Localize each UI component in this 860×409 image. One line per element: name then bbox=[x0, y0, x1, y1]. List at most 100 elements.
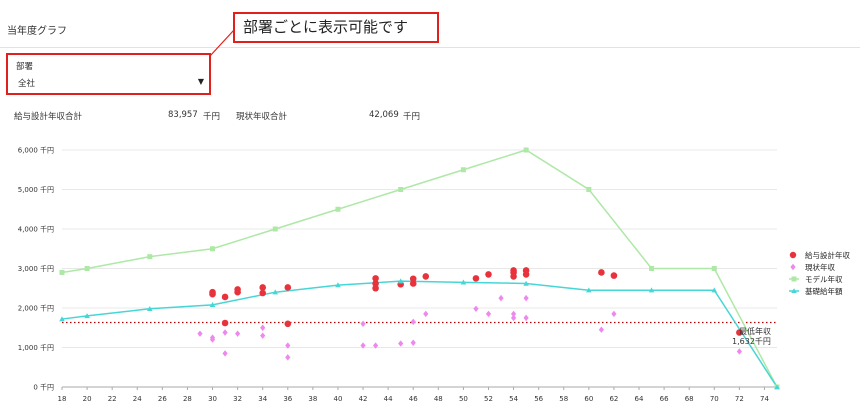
x-tick-label: 74 bbox=[760, 395, 769, 403]
x-tick-label: 72 bbox=[735, 395, 744, 403]
legend-label: 現状年収 bbox=[805, 262, 835, 272]
current-total-label: 現状年収合計 bbox=[236, 112, 288, 122]
current-salary-point bbox=[410, 339, 416, 346]
min-salary-value: 1,632千円 bbox=[732, 336, 771, 346]
base-salary-point bbox=[774, 384, 780, 390]
model-salary-point bbox=[272, 226, 278, 232]
base-salary-point bbox=[209, 302, 216, 308]
legend-marker-icon bbox=[789, 286, 803, 296]
base-salary-point bbox=[59, 316, 65, 322]
design-salary-point bbox=[510, 267, 517, 274]
base-salary-point bbox=[586, 287, 592, 293]
x-tick-label: 30 bbox=[208, 395, 217, 403]
base-salary-point bbox=[523, 280, 529, 286]
y-tick-label: 2,000 千円 bbox=[18, 304, 54, 313]
current-salary-point bbox=[360, 342, 366, 349]
x-tick-label: 28 bbox=[183, 395, 192, 403]
current-total-value: 42,069 bbox=[369, 110, 399, 120]
x-tick-label: 68 bbox=[685, 395, 694, 403]
legend-marker-icon bbox=[789, 262, 803, 272]
department-select[interactable]: 全社 ▼ bbox=[16, 77, 204, 91]
y-tick-label: 4,000 千円 bbox=[18, 225, 54, 234]
design-salary-point bbox=[209, 288, 216, 296]
y-tick-label: 1,000 千円 bbox=[18, 343, 54, 352]
design-salary-point bbox=[221, 319, 229, 327]
current-salary-point bbox=[222, 350, 228, 357]
current-salary-point bbox=[598, 326, 604, 333]
design-salary-point bbox=[372, 275, 379, 282]
design-salary-point bbox=[610, 272, 618, 279]
x-tick-label: 44 bbox=[384, 395, 393, 403]
design-salary-point bbox=[598, 269, 605, 276]
model-salary-point bbox=[59, 269, 65, 275]
x-tick-label: 54 bbox=[509, 395, 518, 403]
x-tick-label: 32 bbox=[233, 395, 242, 403]
x-tick-label: 18 bbox=[58, 395, 67, 403]
y-tick-label: 6,000 千円 bbox=[18, 146, 54, 155]
department-selected-value: 全社 bbox=[18, 79, 36, 89]
current-salary-point bbox=[473, 305, 479, 312]
current-salary-point bbox=[235, 330, 241, 337]
current-salary-point bbox=[260, 332, 266, 339]
current-salary-point bbox=[209, 336, 216, 343]
x-tick-label: 50 bbox=[459, 395, 468, 403]
current-salary-point bbox=[410, 318, 416, 326]
design-salary-point bbox=[284, 320, 292, 328]
x-tick-label: 64 bbox=[635, 395, 644, 403]
current-salary-point bbox=[523, 314, 529, 322]
legend-item[interactable]: 給与設計年収 bbox=[789, 249, 850, 261]
current-salary-point bbox=[736, 348, 742, 355]
current-salary-point bbox=[360, 320, 366, 327]
base-salary-point bbox=[397, 278, 404, 284]
base-salary-point bbox=[711, 287, 718, 293]
y-tick-label: 0 千円 bbox=[33, 383, 54, 392]
legend-label: 基礎給年額 bbox=[805, 286, 843, 296]
base-salary-point bbox=[272, 289, 279, 295]
x-tick-label: 70 bbox=[710, 395, 719, 403]
current-salary-point bbox=[498, 294, 504, 302]
y-tick-label: 5,000 千円 bbox=[18, 185, 54, 194]
current-salary-point bbox=[523, 294, 529, 302]
x-tick-label: 66 bbox=[660, 395, 669, 403]
base-salary-point bbox=[335, 282, 341, 288]
current-salary-point bbox=[285, 354, 291, 361]
current-salary-point bbox=[510, 310, 517, 318]
current-salary-point bbox=[398, 340, 404, 347]
design-salary-point bbox=[422, 273, 430, 280]
base-salary-point bbox=[648, 287, 655, 293]
model-salary-point bbox=[84, 266, 90, 271]
x-tick-label: 48 bbox=[434, 395, 443, 403]
legend-label: 給与設計年収 bbox=[805, 250, 850, 260]
series-line bbox=[61, 280, 778, 388]
legend-marker-icon bbox=[789, 274, 803, 284]
x-tick-label: 22 bbox=[108, 395, 117, 403]
design-salary-point bbox=[485, 271, 492, 278]
legend-marker-icon bbox=[789, 250, 803, 260]
min-salary-label: 最低年収 bbox=[739, 326, 771, 336]
legend-item[interactable]: 基礎給年額 bbox=[789, 285, 850, 297]
x-tick-label: 38 bbox=[308, 395, 317, 403]
chart-legend: 給与設計年収 現状年収 モデル年収 基礎給年額 bbox=[789, 249, 850, 297]
x-tick-label: 24 bbox=[133, 395, 142, 403]
design-salary-point bbox=[372, 280, 379, 287]
header-divider bbox=[0, 47, 860, 48]
x-tick-label: 46 bbox=[409, 395, 418, 403]
y-tick-label: 3,000 千円 bbox=[18, 264, 54, 273]
x-tick-label: 60 bbox=[584, 395, 593, 403]
x-tick-label: 56 bbox=[534, 395, 543, 403]
design-salary-point bbox=[284, 284, 292, 291]
legend-item[interactable]: モデル年収 bbox=[789, 273, 850, 285]
model-salary-point bbox=[398, 187, 404, 192]
x-tick-label: 58 bbox=[559, 395, 568, 403]
model-salary-point bbox=[460, 167, 466, 173]
callout-pointer bbox=[209, 29, 235, 57]
x-tick-label: 62 bbox=[609, 395, 618, 403]
dropdown-arrow-icon: ▼ bbox=[197, 77, 204, 86]
legend-item[interactable]: 現状年収 bbox=[789, 261, 850, 273]
current-salary-point bbox=[423, 310, 429, 318]
design-salary-point bbox=[234, 286, 241, 293]
callout-note: 部署ごとに表示可能です bbox=[233, 12, 439, 43]
x-tick-label: 40 bbox=[334, 395, 343, 403]
model-salary-point bbox=[210, 246, 216, 252]
